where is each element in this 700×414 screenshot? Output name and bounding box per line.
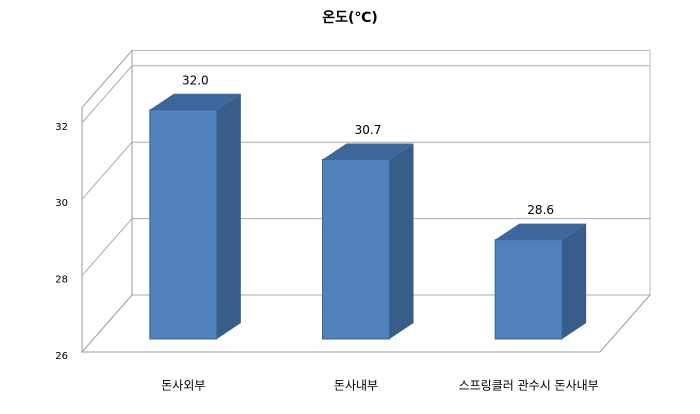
y-tick-label: 32 [55,122,68,133]
y-tick-label: 30 [55,198,68,209]
value-label: 32.0 [182,73,209,87]
grid-line [81,294,650,353]
bar-top [322,143,414,160]
bar [322,158,390,340]
x-tick-label: 스프링클러 관수시 돈사내부 [459,379,599,393]
x-tick-label: 돈사외부 [161,379,205,393]
bar [494,239,563,340]
bar-side [562,223,587,339]
axis-wall [81,49,133,354]
bar-top [149,93,241,110]
value-label: 30.7 [355,123,382,137]
y-tick-label: 28 [55,275,68,286]
y-tick-label: 26 [55,351,68,362]
grid-line [81,141,650,200]
bar-side [389,143,414,339]
bar [149,109,218,340]
grid-line [81,218,650,276]
bar-side [216,93,241,339]
chart-title: 온도(℃) [322,10,378,26]
grid-line [81,65,650,124]
bar-top [495,223,587,240]
x-tick-label: 돈사내부 [334,379,378,393]
value-label: 28.6 [527,203,554,217]
